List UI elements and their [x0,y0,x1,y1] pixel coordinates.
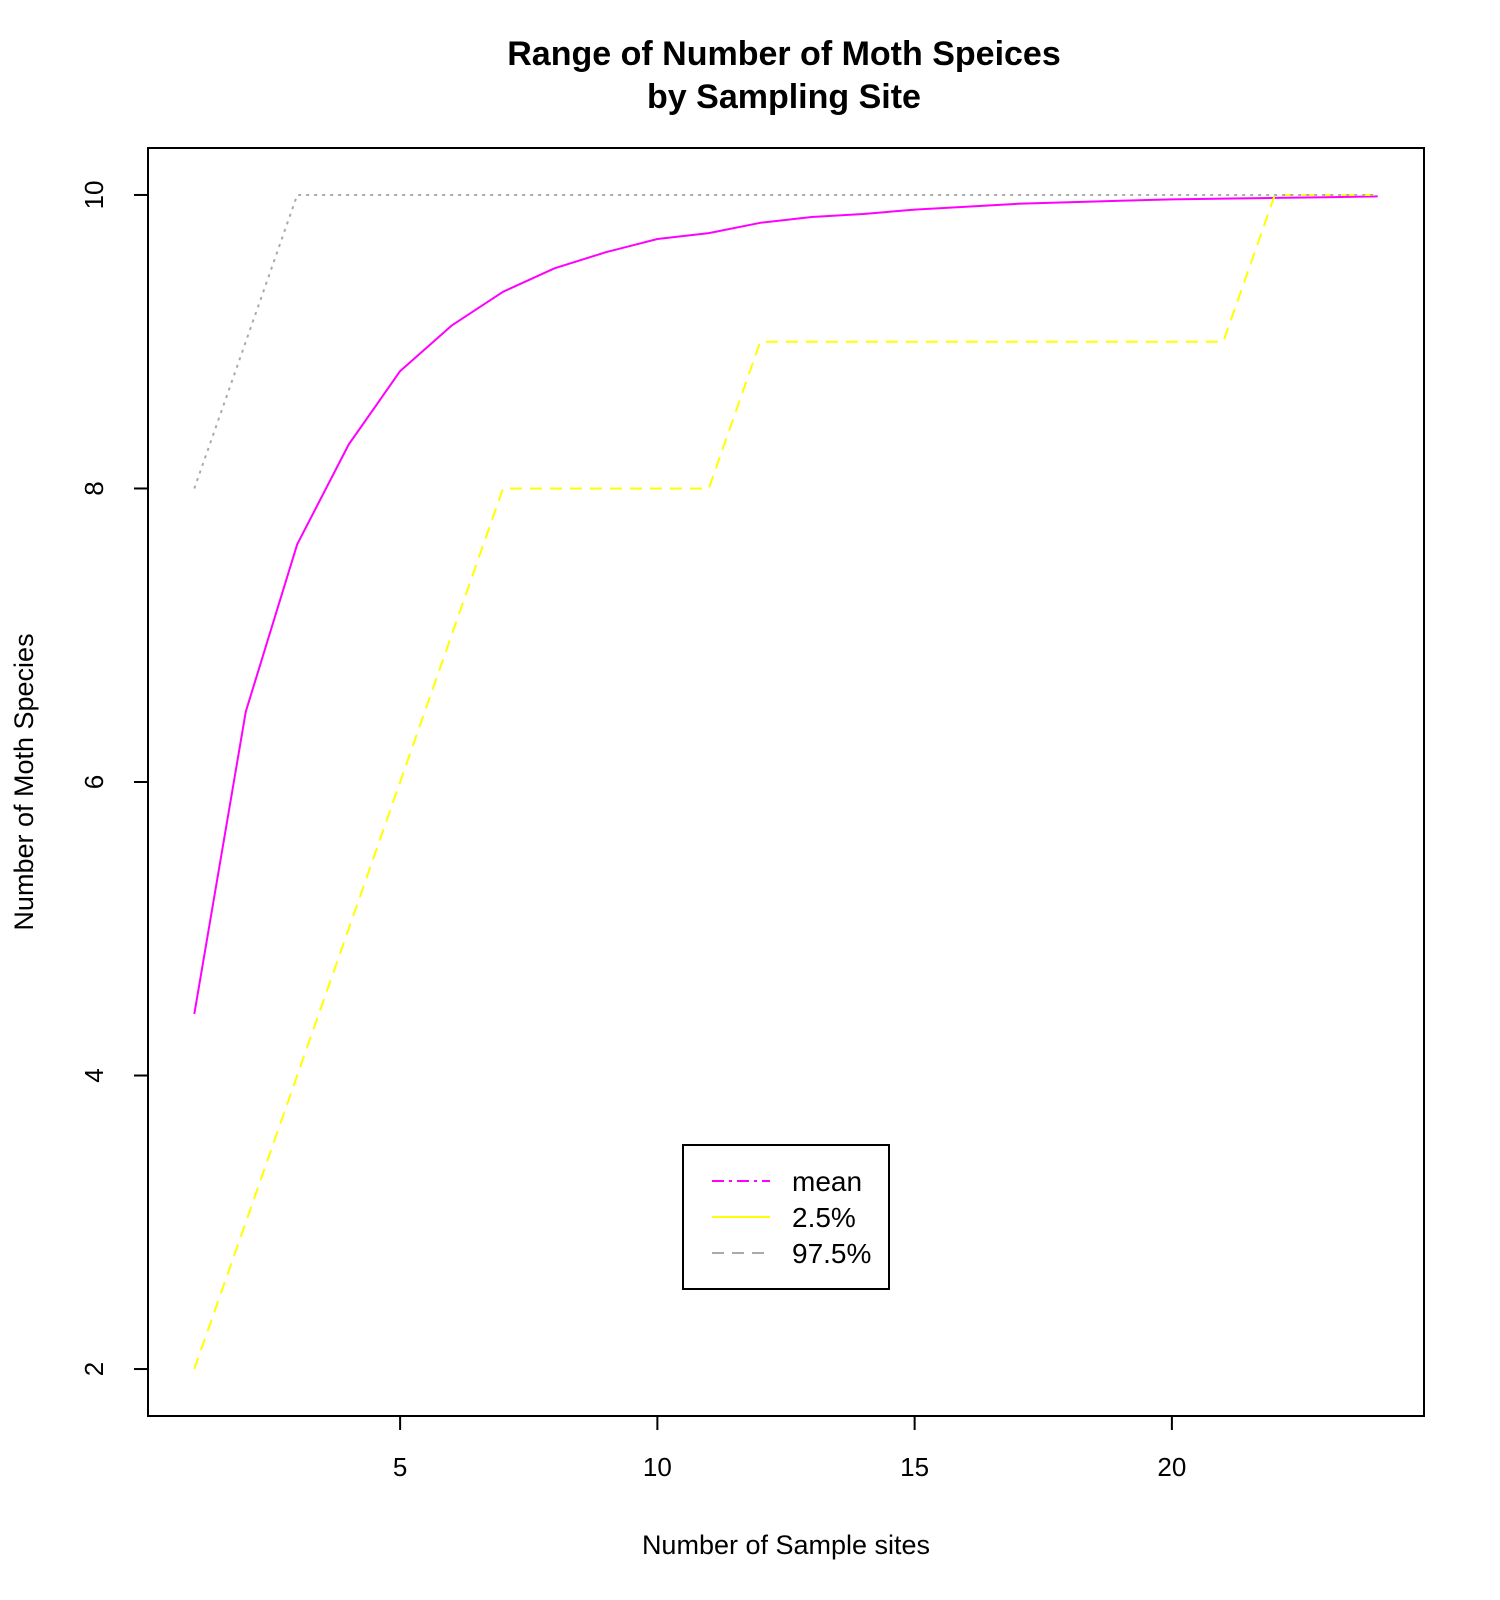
y-axis: 2 4 6 8 10 [79,181,149,1376]
legend: mean 2.5% 97.5% [682,1144,890,1290]
chart-title-line-2: by Sampling Site [647,78,921,116]
y-axis-label: Number of Moth Species [9,633,39,930]
y-tick-label-8: 8 [79,481,109,495]
y-tick-label-6: 6 [79,775,109,789]
series-line-1 [193,194,1378,1370]
series-line-2 [193,194,1378,489]
x-tick-label-5: 5 [393,1452,407,1482]
x-tick-label-10: 10 [643,1452,672,1482]
y-tick-label-4: 4 [79,1068,109,1082]
y-tick-label-10: 10 [79,181,109,210]
x-axis-label: Number of Sample sites [642,1530,930,1560]
chart-title-line-1: Range of Number of Moth Speices [507,35,1061,73]
x-tick-label-15: 15 [900,1452,929,1482]
y-tick-label-2: 2 [79,1362,109,1376]
series-layer [193,194,1378,1370]
series-line-0 [193,195,1378,1015]
x-axis: 5 10 15 20 [393,1415,1186,1482]
legend-label-2: 97.5% [792,1238,871,1269]
x-tick-label-20: 20 [1157,1452,1186,1482]
legend-label-0: mean [792,1166,862,1197]
legend-label-1: 2.5% [792,1202,856,1233]
